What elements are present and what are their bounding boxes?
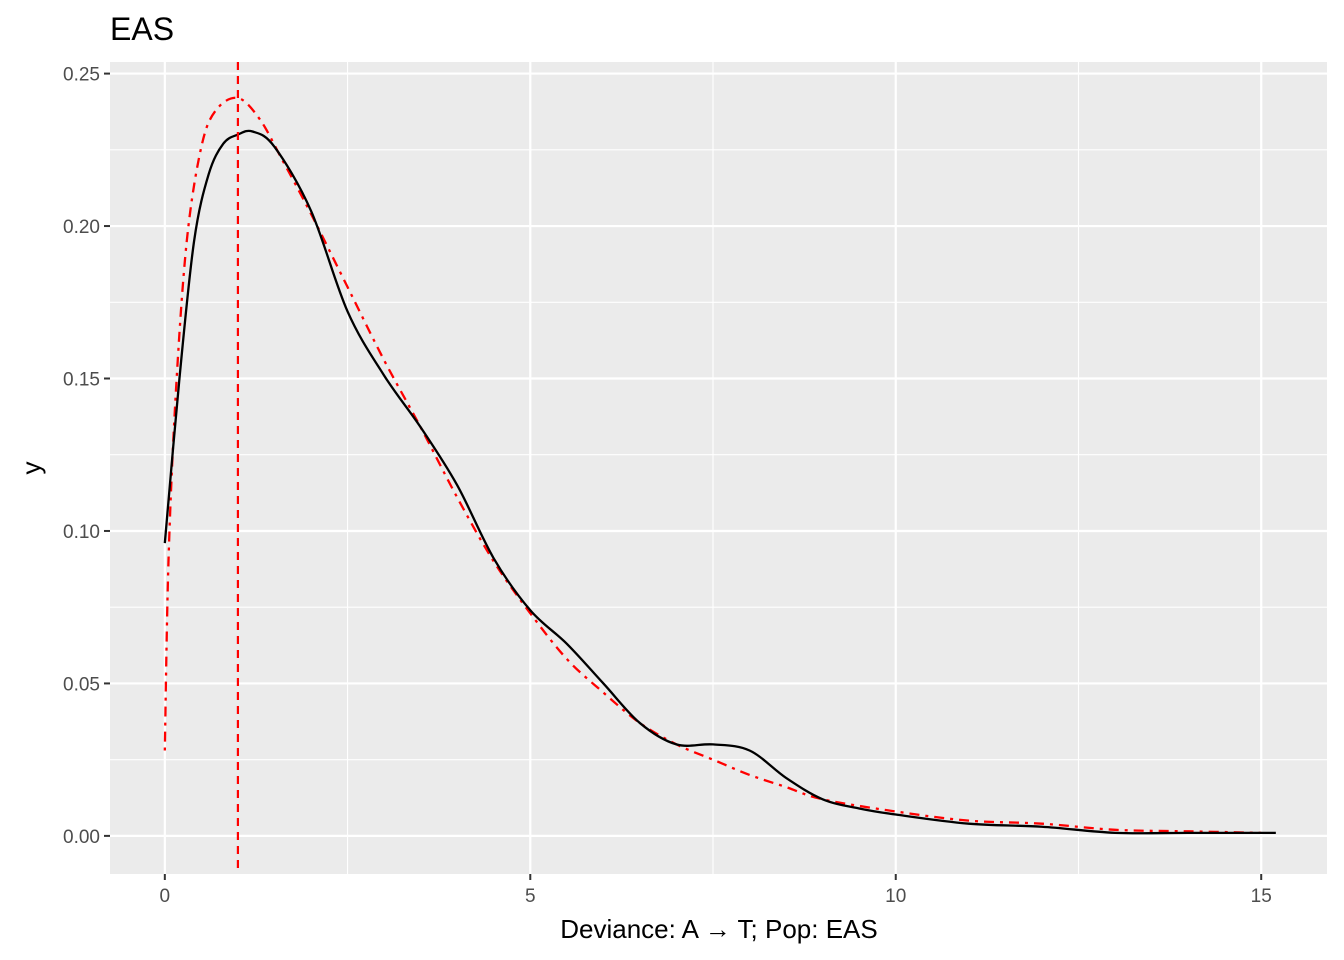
minor-gridlines [110, 62, 1327, 874]
x-tick-label: 15 [1251, 886, 1272, 907]
x-tick-label: 10 [885, 886, 906, 907]
x-tick-label: 0 [160, 886, 171, 907]
tick-labels: 0 5 10 15 0.00 0.05 0.10 0.15 0.20 0.25 [63, 65, 1272, 907]
y-axis-title: y [16, 462, 46, 475]
y-tick-label: 0.20 [63, 217, 100, 238]
chart-title: EAS [110, 11, 174, 47]
x-tick-label: 5 [525, 886, 536, 907]
axis-ticks [104, 72, 1263, 880]
y-tick-label: 0.15 [63, 370, 100, 391]
plot-panel [110, 62, 1327, 874]
x-axis-title: Deviance: A → T; Pop: EAS [560, 914, 877, 944]
y-tick-label: 0.05 [63, 674, 100, 695]
y-tick-label: 0.10 [63, 522, 100, 543]
y-tick-label: 0.00 [63, 827, 100, 848]
observed-density-line [163, 129, 1276, 835]
major-gridlines [110, 62, 1327, 874]
series-layer [163, 62, 1276, 874]
y-tick-label: 0.25 [63, 65, 100, 86]
reference-density-line [163, 96, 1262, 834]
